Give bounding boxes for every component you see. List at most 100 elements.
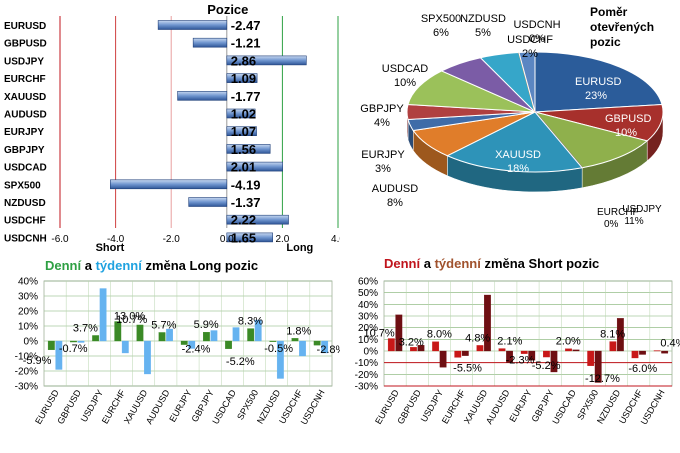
- short-axis-label: Short: [96, 242, 125, 254]
- position-bar-usdchf: [226, 214, 289, 225]
- weekly-bar-xauusd: [144, 340, 151, 375]
- daily-bar-spx500: [587, 350, 595, 366]
- x-tick-label: 4.0: [331, 234, 340, 245]
- y-tick-label: 0%: [364, 347, 379, 358]
- position-bar-usdcad: [226, 161, 283, 172]
- daily-bar-xauusd: [476, 345, 484, 352]
- position-value-eurchf: 1.09: [231, 71, 256, 86]
- plot-area: [43, 280, 333, 387]
- pie-label-usdchf: USDCHF: [507, 34, 553, 46]
- weekly-bar-spx500: [254, 319, 262, 342]
- y-tick-label: -30%: [355, 382, 378, 393]
- category-label-nzdusd: NZDUSD: [4, 198, 46, 209]
- position-bar-spx500: [110, 179, 228, 190]
- data-label-usdcnh: -2.8%: [317, 344, 340, 356]
- short-title-weekly: týdenní: [434, 256, 481, 271]
- data-label-usdcad: -5.2%: [226, 356, 255, 368]
- daily-bar-eurusd: [47, 340, 55, 350]
- position-value-nzdusd: -1.37: [231, 195, 261, 210]
- data-label-usdchf: -6.0%: [628, 363, 657, 375]
- weekly-bar-usdcad: [572, 349, 580, 352]
- daily-bar-eurchf: [454, 350, 462, 358]
- y-tick-label: 30%: [358, 312, 378, 323]
- pie-slice-usdchf: [518, 51, 536, 113]
- weekly-bar-usdchf: [299, 340, 306, 357]
- short-title-daily: Denní: [384, 256, 421, 271]
- position-bar-eurchf: [226, 73, 258, 83]
- weekly-bar-eurjpy: [528, 350, 536, 361]
- position-bar-eurjpy: [226, 126, 257, 136]
- data-label-nzdusd: -0.5%: [264, 343, 293, 355]
- short-chart-title: Denní a týdenní změna Short pozic: [384, 257, 599, 271]
- weekly-bar-nzdusd: [616, 318, 624, 352]
- weekly-bar-eurchf: [121, 340, 129, 354]
- data-label-xauusd: 4.8%: [465, 332, 490, 344]
- daily-bar-usdcad: [565, 348, 572, 352]
- pie-label-nzdusd: NZDUSD: [460, 13, 506, 25]
- x-tick-label: 2.0: [275, 234, 289, 245]
- long-chart-title: Denní a týdenní změna Long pozic: [45, 259, 258, 273]
- pie-label-audusd: AUDUSD: [372, 183, 419, 195]
- data-label-usdjpy: 3.7%: [73, 322, 98, 334]
- position-bar-gbpjpy: [226, 144, 271, 154]
- y-tick-label: -10%: [355, 358, 378, 369]
- category-label-usdcnh: USDCNH: [4, 233, 47, 244]
- positions-title: Pozice: [207, 2, 248, 17]
- data-label-gbpusd: 3.2%: [399, 336, 424, 348]
- position-value-xauusd: -1.77: [231, 89, 261, 104]
- weekly-bar-usdcnh: [321, 340, 329, 354]
- weekly-bar-eurjpy: [188, 340, 196, 349]
- data-label-usdjpy: 8.0%: [427, 329, 452, 341]
- daily-bar-nzdusd: [609, 341, 617, 352]
- position-value-eurusd: -2.47: [231, 18, 261, 33]
- daily-bar-audusd: [498, 348, 506, 352]
- pie-label-eurchf: EURCHF: [597, 207, 639, 218]
- pie-pct-gbpusd: 10%: [615, 127, 637, 139]
- pie-label-xauusd: XAUUSD: [495, 149, 541, 161]
- x-tick-label: 0.0: [220, 234, 234, 245]
- y-tick-label: 10%: [358, 335, 378, 346]
- daily-bar-gbpjpy: [543, 350, 550, 358]
- daily-bar-eurjpy: [180, 340, 188, 345]
- pie-pct-eurchf: 0%: [604, 219, 619, 230]
- position-value-audusd: 1.02: [231, 107, 256, 122]
- y-tick-label: 50%: [358, 288, 378, 299]
- category-label-xauusd: XAUUSD: [4, 92, 46, 103]
- positions-chart: Pozice EURUSD -2.47 GBPUSD -1.21 USDJPY 2.86 EU…: [4, 2, 340, 254]
- y-tick-label: 30%: [18, 292, 38, 303]
- data-label-spx500: -12.7%: [585, 373, 620, 385]
- position-value-eurjpy: 1.07: [231, 124, 256, 139]
- pie-pct-usdcnh: 0%: [529, 33, 545, 45]
- pie-pct-usdjpy: 11%: [624, 216, 643, 227]
- long-title-and: a: [81, 258, 96, 273]
- y-tick-label: 60%: [358, 277, 378, 288]
- daily-bar-eurusd: [387, 338, 395, 352]
- weekly-bar-eurusd: [55, 340, 63, 370]
- pie-slice-gbpusd: [534, 103, 664, 142]
- daily-bar-gbpusd: [70, 340, 77, 343]
- data-label-eurchf: 13.0%: [114, 311, 145, 323]
- data-label-usdcad: 2.0%: [556, 336, 581, 348]
- daily-bar-usdchf: [291, 338, 299, 342]
- position-value-usdchf: 2.22: [231, 213, 256, 228]
- daily-bar-gbpjpy: [203, 332, 210, 342]
- position-bar-audusd: [226, 108, 256, 119]
- weekly-bar-usdchf: [639, 350, 646, 355]
- data-label-gbpusd: -0.7%: [59, 343, 88, 355]
- pie-label-usdcad: USDCAD: [382, 63, 429, 75]
- data-label-nzdusd: 8.1%: [600, 329, 625, 341]
- weekly-bar-nzdusd: [276, 340, 284, 379]
- y-tick-label: 40%: [358, 300, 378, 311]
- short-change-chart: 60%50%40%30%20%10%0%-10%-20%-30%10.7%EUR…: [355, 277, 680, 427]
- y-tick-label: -10%: [15, 352, 38, 363]
- long-title-weekly: týdenní: [95, 258, 142, 273]
- weekly-bar-eurchf: [461, 350, 469, 356]
- pie-pct-usdcad: 10%: [394, 77, 416, 89]
- data-label-xauusd: 10.7%: [116, 314, 147, 326]
- position-value-gbpusd: -1.21: [231, 36, 261, 51]
- pie-pct-eurjpy: 3%: [375, 163, 391, 175]
- weekly-bar-spx500: [594, 350, 602, 383]
- data-label-eurusd: 10.7%: [363, 328, 394, 340]
- data-label-audusd: 5.7%: [151, 319, 176, 331]
